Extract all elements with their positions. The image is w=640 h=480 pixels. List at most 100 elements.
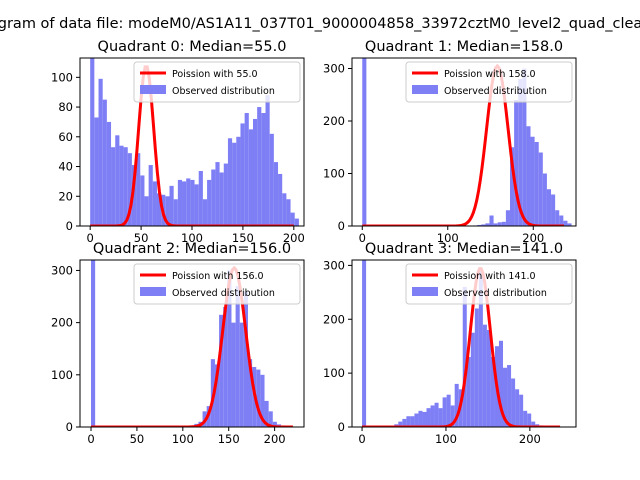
histogram-bar — [261, 113, 266, 226]
histogram-bar — [98, 78, 103, 226]
histogram-bar — [523, 410, 528, 427]
histogram-bar — [231, 322, 236, 427]
histogram-bar — [438, 408, 443, 427]
histogram-bar — [527, 413, 532, 427]
y-tick-label: 100 — [51, 368, 73, 382]
poisson-curve — [362, 63, 565, 226]
y-tick-label: 0 — [66, 420, 73, 434]
y-tick-label: 40 — [58, 160, 73, 174]
histogram-bar — [555, 210, 560, 226]
histogram-bar — [493, 223, 498, 226]
histogram-bar — [470, 332, 475, 427]
poisson-curve — [90, 65, 294, 226]
histogram-bar — [269, 133, 274, 226]
panel-title: Quadrant 2: Median=156.0 — [93, 241, 291, 257]
legend-poisson-label: Poission with 158.0 — [444, 69, 536, 80]
y-tick-label: 0 — [338, 420, 345, 434]
histogram-bar — [482, 324, 487, 427]
histogram-bar — [507, 365, 512, 427]
histogram-bar — [248, 359, 253, 427]
panel-title: Quadrant 1: Median=158.0 — [365, 39, 563, 55]
histogram-bar — [510, 147, 515, 226]
histogram-bar — [505, 210, 510, 226]
histogram-bar — [123, 147, 128, 226]
y-tick-label: 300 — [51, 263, 73, 277]
histogram-bar — [515, 389, 520, 427]
histogram-bar — [426, 408, 431, 427]
x-tick-label: 100 — [437, 231, 459, 245]
histogram-bar — [156, 193, 162, 226]
x-tick-label: 200 — [283, 231, 305, 245]
histogram-bar — [282, 193, 287, 226]
histogram-bar — [278, 173, 283, 226]
histogram-bar — [235, 286, 240, 427]
histogram-bar — [102, 99, 107, 226]
histogram-bar — [511, 378, 516, 427]
legend-hist-label: Observed distribution — [444, 86, 547, 97]
legend-poisson-label: Poission with 156.0 — [172, 271, 264, 282]
histogram-bar — [406, 416, 411, 427]
histogram-bar — [477, 224, 482, 226]
histogram-bar — [202, 199, 208, 226]
histogram-bar — [260, 374, 265, 427]
legend-box — [405, 61, 573, 103]
histogram-bar — [115, 135, 120, 226]
y-tick-label: 200 — [323, 312, 345, 326]
x-tick-label: 200 — [519, 432, 541, 446]
histogram-bar — [503, 367, 508, 427]
histogram-bar — [462, 286, 467, 427]
x-tick-label: 100 — [181, 231, 203, 245]
legend-box — [405, 263, 573, 305]
histogram-bar — [256, 369, 261, 427]
histogram-bar — [264, 400, 269, 427]
histogram-bar — [223, 306, 228, 427]
histogram-bar — [257, 107, 262, 226]
x-tick-label: 50 — [130, 432, 145, 446]
histogram-bar — [194, 184, 199, 226]
histogram-bar — [402, 418, 407, 427]
histogram-bar — [239, 322, 244, 427]
legend-box — [133, 263, 301, 305]
legend: Poission with 141.0 Observed distribution — [405, 263, 573, 305]
histogram-bar — [422, 411, 427, 427]
histogram-bar — [526, 126, 531, 226]
histogram-bar — [140, 175, 145, 226]
histogram-bars — [362, 58, 572, 226]
legend-poisson-label: Poission with 55.0 — [172, 69, 258, 80]
y-tick-label: 300 — [323, 258, 345, 272]
histogram-bar — [232, 142, 237, 226]
axes-frame — [351, 57, 577, 227]
legend: Poission with 156.0 Observed distribution — [133, 263, 301, 305]
histogram-bar — [119, 145, 124, 226]
legend-hist-label: Observed distribution — [172, 288, 275, 299]
histogram-bar — [136, 153, 141, 226]
histogram-bar — [362, 260, 367, 427]
legend-box — [133, 61, 301, 103]
histogram-bar — [489, 215, 494, 226]
legend-poisson-label: Poission with 141.0 — [444, 271, 536, 282]
y-tick-label: 200 — [323, 114, 345, 128]
histogram-bar — [152, 181, 157, 226]
histogram-bar — [497, 222, 502, 226]
histogram-bar — [94, 117, 99, 226]
histogram-bar — [490, 356, 495, 427]
histogram-bar — [434, 402, 439, 427]
histogram-bar — [127, 153, 132, 226]
histogram-bar — [215, 162, 220, 226]
y-tick-label: 20 — [58, 189, 73, 203]
histogram-bar — [531, 421, 536, 427]
histogram-bar — [563, 220, 568, 226]
x-tick-label: 0 — [358, 432, 365, 446]
histogram-bar — [538, 152, 543, 226]
histogram-bar — [214, 364, 220, 427]
panel-title: Quadrant 3: Median=141.0 — [365, 241, 563, 257]
histogram-bar — [446, 394, 451, 427]
axes-frame — [79, 259, 305, 428]
histogram-bar — [190, 179, 195, 226]
histogram-bar — [294, 218, 299, 226]
histogram-bar — [410, 416, 415, 427]
histogram-bar — [286, 199, 291, 226]
poisson-curve — [362, 267, 561, 427]
histogram-bar — [272, 421, 277, 427]
